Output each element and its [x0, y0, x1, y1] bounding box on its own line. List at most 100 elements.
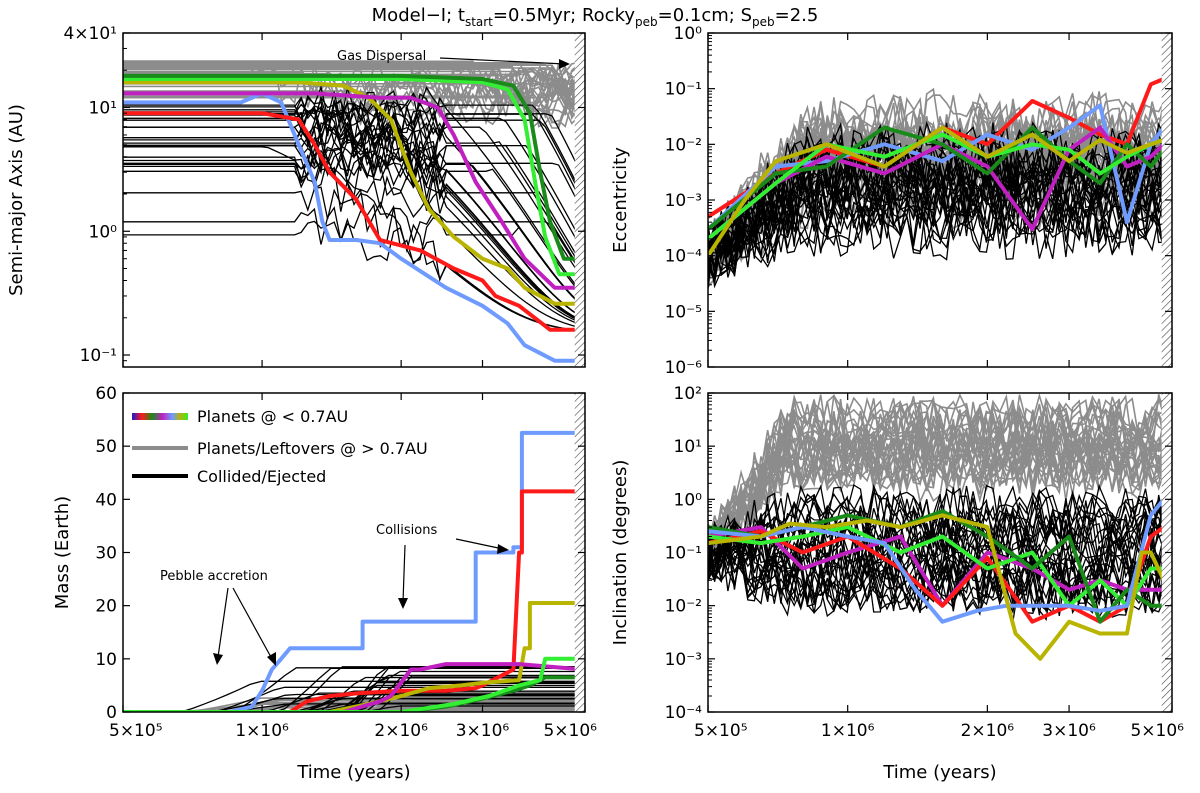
mass-series-blue — [123, 430, 583, 712]
semimajor-black-track-24 — [123, 109, 585, 283]
mass-ytick-label-0: 0 — [106, 703, 117, 723]
inclination-xtick-label-0: 5×10⁵ — [694, 721, 748, 741]
semimajor-series-red — [123, 111, 577, 332]
semimajor-black-track-12 — [123, 155, 585, 332]
inclination-gray-track-23 — [708, 430, 1172, 553]
collisions-annotation: Collisions — [376, 523, 437, 538]
semimajor-gas-dispersal-band — [574, 33, 585, 367]
collisions-arrow — [455, 538, 504, 550]
mass-black-track-18 — [123, 676, 585, 712]
inclination-series-blue — [708, 498, 1166, 624]
semimajor-black-track-17 — [123, 85, 585, 201]
eccentricity-ytick-label-5: 10⁻¹ — [665, 80, 702, 100]
mass-y-axis-label: Mass (Earth) — [52, 496, 73, 609]
mass-ytick-label-3: 30 — [95, 544, 117, 564]
eccentricity-ytick-label-2: 10⁻⁴ — [665, 247, 703, 267]
semimajor-gray-track-15 — [123, 62, 585, 90]
legend: Planets @ < 0.7AU Planets/Leftovers @ > … — [132, 407, 428, 486]
mass-xtick-label-4: 5×10⁶ — [543, 721, 597, 741]
inclination-gray-track-25 — [708, 397, 1172, 578]
semimajor-gray-track-20 — [123, 70, 585, 101]
semimajor-series-green_light — [123, 77, 577, 277]
mass-xtick-label-1: 1×10⁶ — [235, 721, 289, 741]
pebble-arrow-2 — [232, 587, 273, 660]
inclination-xtick-label-3: 3×10⁶ — [1042, 721, 1096, 741]
eccentricity-black-track-22 — [708, 160, 1172, 271]
legend-label-collided: Collided/Ejected — [197, 467, 326, 486]
inclination-xtick-label-4: 5×10⁶ — [1130, 721, 1184, 741]
inclination-plot-area — [708, 393, 1172, 661]
eccentricity-series-green_light — [708, 132, 1165, 241]
legend-label-outer-planets: Planets/Leftovers @ > 0.7AU — [197, 439, 428, 458]
mass-black-track-21 — [123, 666, 585, 712]
semimajor-black-track-18 — [123, 121, 585, 320]
eccentricity-black-track-27 — [708, 185, 1172, 289]
eccentricity-ytick-label-3: 10⁻³ — [665, 191, 702, 211]
eccentricity-black-track-4 — [708, 174, 1172, 278]
gas-dispersal-arrowhead — [559, 59, 570, 69]
eccentricity-series-gold — [708, 125, 1165, 257]
semimajor-black-track-11 — [123, 203, 585, 279]
eccentricity-ytick-label-1: 10⁻⁵ — [665, 302, 702, 322]
eccentricity-panel: 10⁻⁶ 10⁻⁵ 10⁻⁴ 10⁻³ 10⁻² 10⁻¹ 10⁰ Eccentricity — [610, 24, 1173, 378]
eccentricity-plot-area — [708, 77, 1172, 290]
semimajor-plot-area — [123, 60, 585, 363]
mass-xtick-label-3: 3×10⁶ — [456, 721, 510, 741]
inclination-ytick-label-6: 10² — [674, 384, 702, 404]
inclination-xtick-label-2: 2×10⁶ — [961, 721, 1015, 741]
semimajor-series-gold — [123, 80, 577, 306]
annotations: Gas Dispersal Collisions Pebble accretio… — [160, 49, 570, 666]
inclination-xtick-label-1: 1×10⁶ — [821, 721, 875, 741]
inclination-ytick-label-0: 10⁻⁴ — [665, 703, 703, 723]
mass-ytick-label-2: 20 — [95, 597, 117, 617]
inclination-panel: 10⁻⁴ 10⁻³ 10⁻² 10⁻¹ 10⁰ 10¹ 10² 5×10⁵ 1×10⁶ 2×10⁶… — [610, 384, 1184, 783]
mass-ytick-label-6: 60 — [95, 384, 117, 404]
eccentricity-ytick-label-6: 10⁰ — [674, 24, 703, 44]
inclination-gray-track-29 — [708, 432, 1172, 563]
legend-swatch-rainbow — [132, 413, 188, 420]
eccentricity-ytick-label-0: 10⁻⁶ — [665, 358, 703, 378]
semimajor-black-track-19 — [123, 96, 585, 327]
inclination-black-track-25 — [708, 537, 1172, 598]
eccentricity-black-track-12 — [708, 189, 1172, 268]
inclination-black-track-24 — [708, 518, 1172, 583]
inclination-ytick-label-3: 10⁻¹ — [665, 544, 702, 564]
semimajor-series-magenta — [123, 91, 577, 290]
gas-dispersal-annotation: Gas Dispersal — [337, 49, 426, 64]
semimajor-y-axis-label: Semi-major Axis (AU) — [6, 104, 27, 296]
collisions-arrow-2 — [402, 544, 406, 603]
eccentricity-series-red — [708, 77, 1165, 219]
mass-black-track-9 — [123, 675, 585, 712]
mass-xtick-label-2: 2×10⁶ — [374, 721, 428, 741]
inclination-ytick-label-2: 10⁻² — [665, 597, 702, 617]
inclination-background-tracks — [708, 393, 1172, 622]
mass-ytick-label-5: 50 — [95, 437, 117, 457]
mass-series-red — [123, 489, 583, 712]
mass-black-track-25 — [123, 684, 585, 712]
mass-ytick-label-1: 10 — [95, 650, 117, 670]
inclination-gray-track-24 — [708, 393, 1172, 550]
mass-series-green_light — [123, 656, 583, 712]
inclination-black-track-7 — [708, 519, 1172, 580]
eccentricity-black-track-25 — [708, 180, 1172, 275]
semimajor-black-track-26 — [123, 146, 585, 332]
inclination-x-axis-label: Time (years) — [882, 762, 996, 783]
inclination-ytick-label-4: 10⁰ — [674, 490, 703, 510]
legend-label-inner-planets: Planets @ < 0.7AU — [197, 407, 348, 426]
pebble-arrow-1 — [217, 587, 229, 658]
inclination-ytick-label-5: 10¹ — [674, 437, 702, 457]
pebble-arrowhead-2 — [267, 652, 276, 666]
semimajor-gray-track-28 — [123, 65, 585, 106]
mass-gray-track-17 — [123, 700, 585, 712]
mass-black-track-13 — [123, 705, 585, 712]
semimajor-axis-panel: 10⁻¹ 10⁰ 10¹ 4×10¹ Semi-major Axis (AU) — [6, 24, 586, 368]
semimajor-series-green_dark — [123, 73, 577, 261]
eccentricity-black-track-24 — [708, 174, 1172, 259]
gas-dispersal-arrow — [439, 57, 566, 65]
mass-x-axis-label: Time (years) — [296, 762, 410, 783]
collisions-arrowhead-2 — [398, 598, 408, 609]
mass-gray-track-21 — [123, 697, 585, 712]
mass-black-track-23 — [123, 702, 585, 712]
semimajor-ytick-label-1: 10⁰ — [89, 222, 118, 242]
mass-gray-track-16 — [123, 699, 585, 712]
